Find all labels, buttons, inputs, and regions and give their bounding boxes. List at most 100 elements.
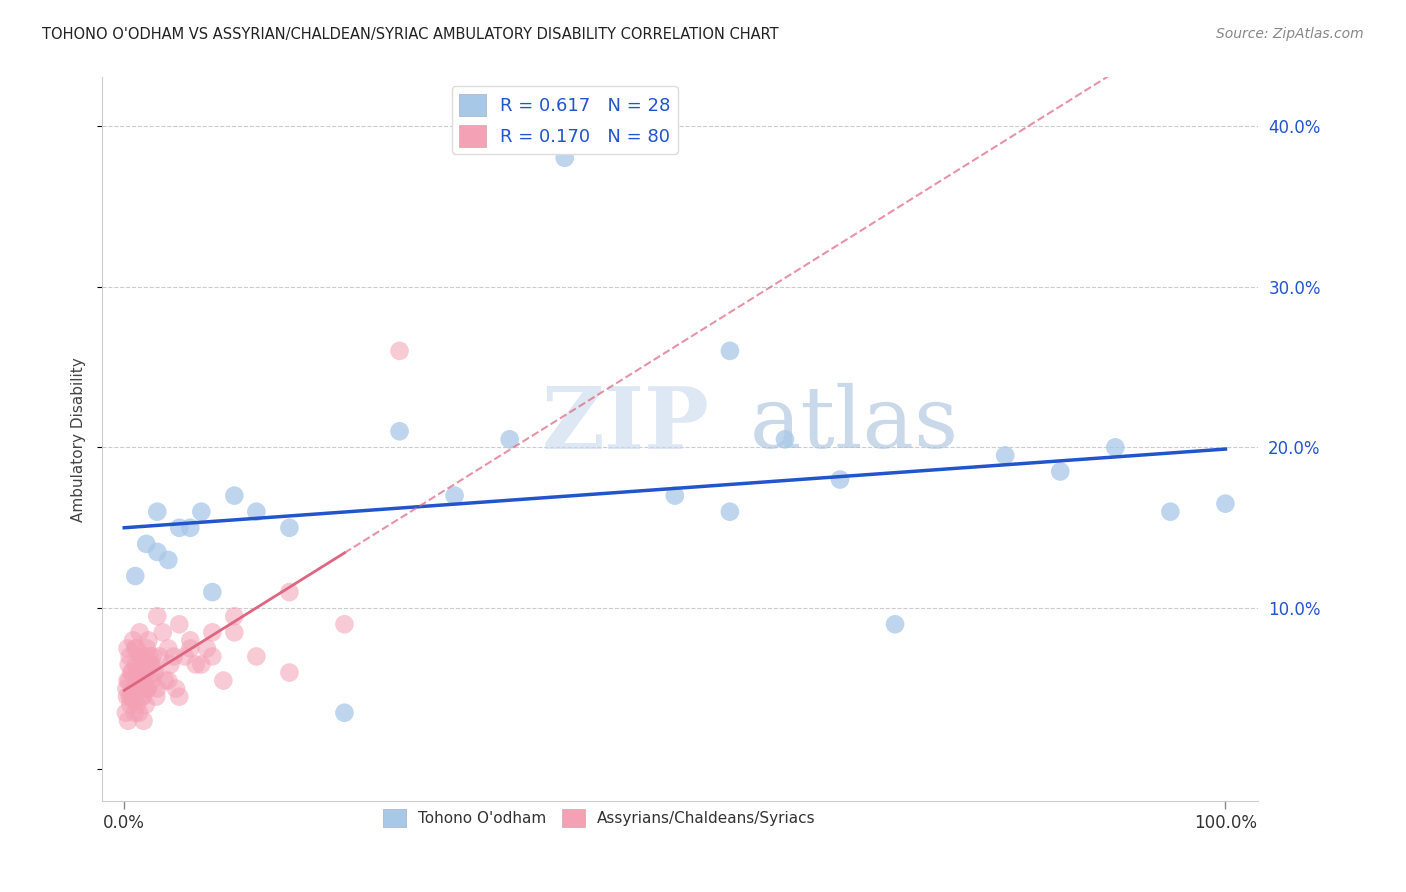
Point xyxy=(828,473,851,487)
Point xyxy=(143,665,166,680)
Point xyxy=(212,673,235,688)
Point xyxy=(122,681,145,696)
Point xyxy=(146,681,169,696)
Point xyxy=(115,681,138,696)
Point xyxy=(190,657,212,672)
Point xyxy=(115,690,138,704)
Point xyxy=(124,569,146,583)
Point xyxy=(179,633,201,648)
Point xyxy=(884,617,907,632)
Point xyxy=(159,657,181,672)
Point xyxy=(278,521,301,535)
Point xyxy=(120,690,142,704)
Point xyxy=(142,649,165,664)
Point xyxy=(117,673,139,688)
Point xyxy=(224,625,246,640)
Point xyxy=(333,706,356,720)
Point xyxy=(129,657,152,672)
Point xyxy=(245,649,267,664)
Point xyxy=(131,690,153,704)
Point xyxy=(131,673,153,688)
Point xyxy=(1215,497,1237,511)
Text: ZIP: ZIP xyxy=(541,383,710,467)
Point xyxy=(157,553,180,567)
Point xyxy=(132,690,155,704)
Point xyxy=(134,665,156,680)
Point xyxy=(141,673,163,688)
Point xyxy=(120,698,142,712)
Point xyxy=(152,625,174,640)
Point xyxy=(388,343,411,358)
Point xyxy=(135,681,157,696)
Point xyxy=(127,673,149,688)
Point xyxy=(121,665,143,680)
Point xyxy=(718,505,741,519)
Point xyxy=(165,681,187,696)
Point xyxy=(138,633,160,648)
Point xyxy=(132,714,155,728)
Point xyxy=(117,714,139,728)
Point xyxy=(138,649,160,664)
Point xyxy=(388,424,411,438)
Point xyxy=(117,641,139,656)
Point xyxy=(153,673,176,688)
Y-axis label: Ambulatory Disability: Ambulatory Disability xyxy=(72,357,86,522)
Point xyxy=(122,633,145,648)
Point xyxy=(129,649,152,664)
Point xyxy=(179,641,201,656)
Point xyxy=(278,585,301,599)
Point xyxy=(125,698,148,712)
Point xyxy=(498,433,520,447)
Point xyxy=(132,649,155,664)
Point xyxy=(128,625,150,640)
Point xyxy=(718,343,741,358)
Point xyxy=(157,641,180,656)
Point xyxy=(169,521,191,535)
Point xyxy=(135,641,157,656)
Point xyxy=(120,665,142,680)
Point xyxy=(146,609,169,624)
Point xyxy=(245,505,267,519)
Point xyxy=(443,489,465,503)
Point xyxy=(1104,441,1126,455)
Point xyxy=(136,681,159,696)
Point xyxy=(134,665,156,680)
Point xyxy=(128,673,150,688)
Point xyxy=(118,690,141,704)
Point xyxy=(124,706,146,720)
Legend: Tohono O'odham, Assyrians/Chaldeans/Syriacs: Tohono O'odham, Assyrians/Chaldeans/Syri… xyxy=(377,803,821,833)
Point xyxy=(201,649,224,664)
Point xyxy=(224,609,246,624)
Point xyxy=(135,537,157,551)
Point xyxy=(115,706,138,720)
Point xyxy=(121,690,143,704)
Point xyxy=(143,665,166,680)
Point xyxy=(128,706,150,720)
Point xyxy=(195,641,218,656)
Point xyxy=(146,545,169,559)
Point xyxy=(157,673,180,688)
Point xyxy=(664,489,686,503)
Point xyxy=(201,625,224,640)
Point xyxy=(994,449,1017,463)
Text: TOHONO O'ODHAM VS ASSYRIAN/CHALDEAN/SYRIAC AMBULATORY DISABILITY CORRELATION CHA: TOHONO O'ODHAM VS ASSYRIAN/CHALDEAN/SYRI… xyxy=(42,27,779,42)
Point xyxy=(169,617,191,632)
Point xyxy=(773,433,796,447)
Point xyxy=(173,649,195,664)
Point xyxy=(145,690,167,704)
Point xyxy=(201,585,224,599)
Point xyxy=(139,657,162,672)
Point xyxy=(224,489,246,503)
Point xyxy=(554,151,576,165)
Point xyxy=(117,657,139,672)
Point xyxy=(118,649,141,664)
Point xyxy=(148,649,170,664)
Point xyxy=(333,617,356,632)
Point xyxy=(131,657,153,672)
Point xyxy=(163,649,186,664)
Point xyxy=(125,641,148,656)
Point xyxy=(179,521,201,535)
Point xyxy=(122,681,145,696)
Point xyxy=(127,665,149,680)
Point xyxy=(125,657,148,672)
